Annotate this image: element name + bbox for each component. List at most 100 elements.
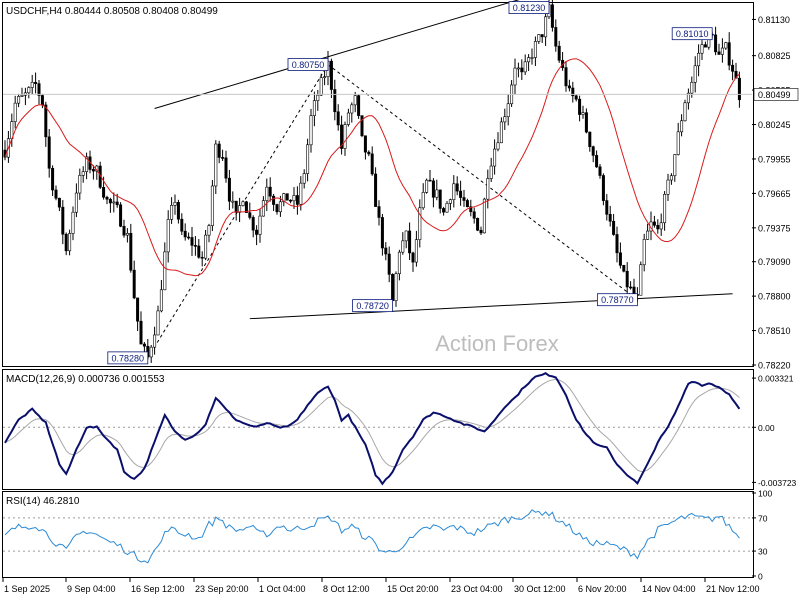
candle-body [374,173,378,207]
candle-body [714,34,718,53]
candle-body [197,245,201,258]
candle-body [81,171,85,176]
candle-body [737,77,741,101]
candle-body [299,182,303,205]
price-panel-frame [2,2,754,367]
watermark: Action Forex [435,331,559,356]
macd-panel-frame [2,369,754,490]
candle-body [357,95,361,116]
candle-body [686,92,690,104]
candle-body [520,67,524,73]
candle-body [571,87,575,97]
candle-body [663,194,667,224]
candle-body [554,27,558,47]
price-annotation-box [287,58,329,71]
candle-body [700,44,704,54]
price-tick-label: 0.80245 [758,120,791,130]
candle-body [622,264,626,272]
candle-body [618,252,622,266]
candle-body [74,192,78,213]
candle-body [598,166,602,176]
candle-body [533,41,537,58]
candle-body [401,240,405,253]
candle-body [275,204,279,213]
candle-body [278,201,282,213]
symbol-header: USDCHF,H4 0.80444 0.80508 0.80408 0.8049… [6,6,218,17]
candle-body [625,270,629,288]
candle-body [669,175,673,181]
candle-body [333,89,337,113]
candle-body [384,247,388,255]
candle-body [486,178,490,200]
candle-body [17,96,21,104]
candle-body [85,156,89,172]
candle-body [200,256,204,259]
candle-body [187,236,191,239]
candle-body [204,234,208,259]
price-tick-label: 0.79955 [758,154,791,164]
price-annotation-label: 0.78770 [601,295,634,305]
candle-body [180,218,184,232]
price-tick-label: 0.81130 [758,15,790,25]
price-annotation-box [352,299,394,313]
price-tick-label: 0.78510 [758,326,791,336]
candle-body [479,229,483,234]
candle-body [112,201,116,204]
candle-body [248,212,252,218]
candle-body [227,177,231,202]
candle-body [353,95,357,106]
candle-body [238,205,242,213]
candle-body [149,346,153,358]
macd-layer: 0.003321 0.00 -0.003723 [3,372,797,488]
candle-body [340,124,344,149]
candle-body [139,320,143,345]
candle-body [346,112,350,125]
candle-body [656,224,660,230]
candle-body [159,289,163,312]
candle-body [285,193,289,201]
candle-body [397,251,401,275]
candle-body [544,16,548,38]
candle-body [496,142,500,150]
candle-body [221,157,225,159]
time-tick-label: 30 Oct 12:00 [514,584,566,594]
candle-body [493,148,497,167]
candle-body [105,196,109,200]
candle-body [578,98,582,115]
candle-body [428,179,432,182]
candle-body [476,217,480,231]
candle-body [642,239,646,266]
candle-body [673,154,677,177]
candle-body [343,124,347,149]
candle-body [717,51,721,55]
candle-body [567,85,571,89]
candle-body [377,206,381,218]
candle-body [30,81,34,88]
candle-body [499,121,503,144]
rsi-tick-label: 70 [758,513,768,523]
candle-body [703,44,707,48]
candle-body [37,83,41,96]
candle-body [173,202,177,206]
candle-body [445,203,449,213]
price-annotation-label: 0.78720 [356,301,389,311]
rsi-header: RSI(14) 46.2810 [6,496,80,507]
time-tick-label: 1 Oct 04:00 [259,584,306,594]
candle-body [459,190,463,198]
candle-body [537,34,541,42]
candle-body [452,183,456,201]
candle-body [27,87,31,94]
candle-body [329,60,333,90]
candle-body [40,95,44,106]
candle-body [431,180,435,198]
time-tick-label: 15 Oct 20:00 [387,584,439,594]
candle-body [115,201,119,206]
candle-body [584,112,588,133]
price-annotation-box [671,27,713,41]
candle-body [306,144,310,174]
price-tick-label: 0.79375 [758,223,791,233]
candle-body [153,334,157,348]
candle-body [261,200,265,217]
candle-body [183,230,187,238]
